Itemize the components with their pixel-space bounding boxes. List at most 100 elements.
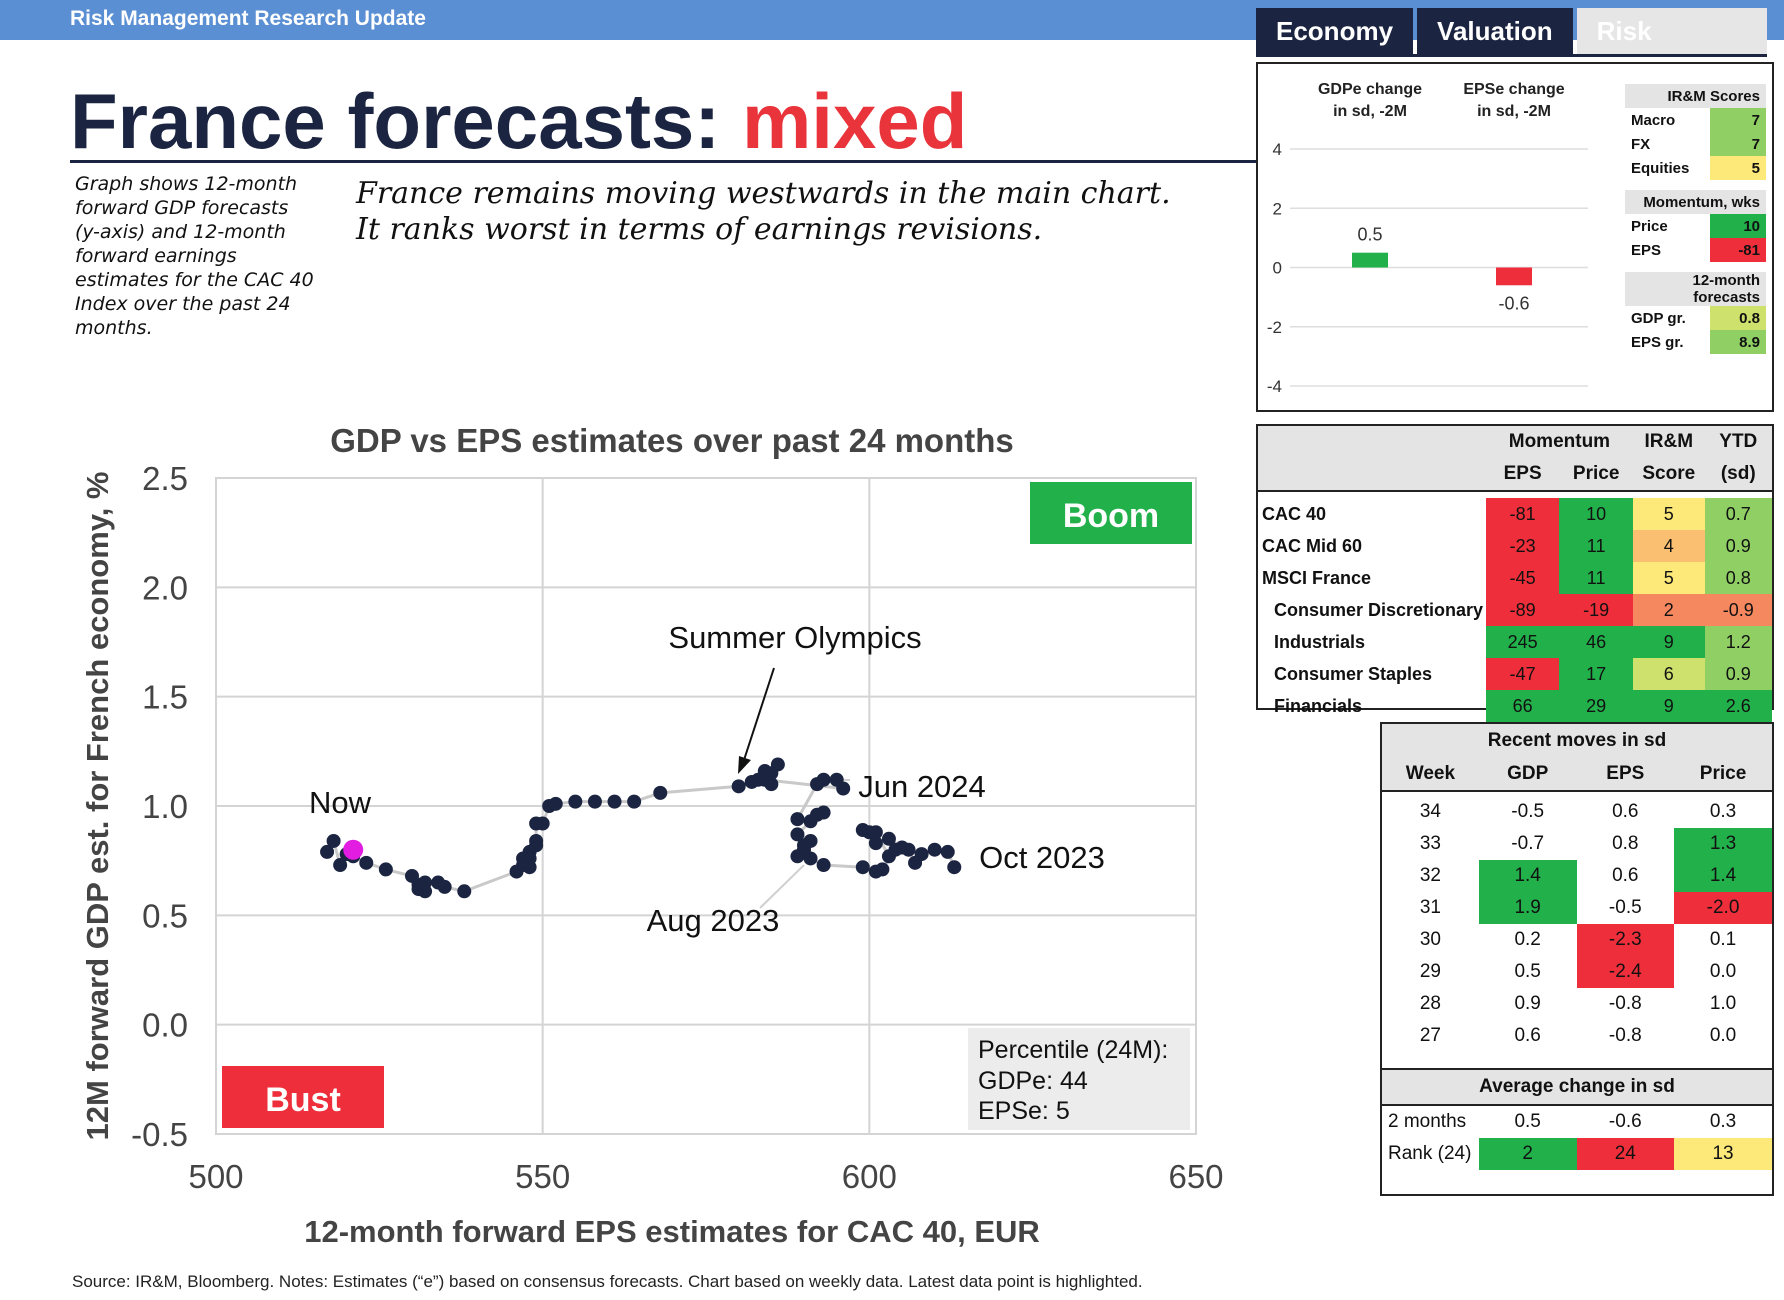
page-title: France forecasts: mixed (70, 76, 967, 167)
lead-text: France remains moving westwards in the m… (356, 176, 1171, 247)
index-row-value: -45 (1485, 562, 1560, 594)
header-sd: (sd) (1720, 463, 1756, 484)
index-row-name: Consumer Staples (1274, 663, 1433, 684)
y-tick-label: 2.0 (142, 569, 188, 606)
bar-y-tick: 4 (1273, 140, 1282, 159)
moves-week: 29 (1419, 961, 1441, 982)
moves-value: 1.0 (1709, 993, 1737, 1014)
index-row: Consumer Staples -47 17 6 0.9 (1258, 658, 1772, 690)
index-row-value: 0.7 (1704, 498, 1772, 530)
moves-value: -0.8 (1608, 993, 1642, 1014)
index-row-name: Industrials (1274, 631, 1366, 652)
x-axis-label: 12-month forward EPS estimates for CAC 4… (304, 1214, 1040, 1249)
data-point (855, 860, 870, 875)
tab-risk[interactable]: Risk (1576, 8, 1767, 54)
average-label: 2 months (1382, 1104, 1479, 1138)
index-row-name: MSCI France (1262, 567, 1372, 588)
bust-label: Bust (265, 1081, 341, 1119)
title-highlight: mixed (741, 77, 968, 165)
index-row: Consumer Discretionary -89 -19 2 -0.9 (1258, 594, 1772, 626)
index-row-value: 11 (1559, 530, 1633, 562)
moves-value: 1.4 (1478, 860, 1577, 892)
bar-category-label: in sd, -2M (1477, 103, 1551, 120)
moves-row: 29 0.5 -2.4 0.0 (1382, 956, 1772, 988)
index-row-name: CAC Mid 60 (1262, 535, 1363, 556)
index-table: Momentum IR&M YTD EPS Price Score (sd) C… (1258, 426, 1772, 722)
moves-row: 33 -0.7 0.8 1.3 (1382, 828, 1772, 860)
data-points (320, 757, 962, 899)
data-point (947, 860, 962, 875)
index-row-value: 66 (1485, 690, 1560, 722)
data-point (333, 858, 348, 873)
sd-change-bar (1496, 267, 1532, 286)
data-point (868, 825, 883, 840)
index-table-panel: Momentum IR&M YTD EPS Price Score (sd) C… (1256, 424, 1774, 722)
moves-value: -0.7 (1511, 833, 1545, 854)
tab-economy[interactable]: Economy (1256, 8, 1414, 54)
side-note: Graph shows 12-month forward GDP forecas… (75, 173, 314, 339)
aug-2023-label: Aug 2023 (647, 903, 780, 938)
data-point (587, 794, 602, 809)
data-point (908, 855, 923, 870)
forecast-gdp-label: GDP gr. (1631, 309, 1686, 327)
recent-moves-panel: Recent moves in sd Week GDP EPS Price 34… (1380, 722, 1774, 1196)
index-row-value: 46 (1559, 626, 1633, 658)
title-main: France forecasts: (70, 77, 721, 165)
data-point (816, 805, 831, 820)
index-row-value: 0.9 (1704, 530, 1772, 562)
boom-label: Boom (1063, 497, 1159, 535)
data-point (568, 794, 583, 809)
index-row: MSCI France -45 11 5 0.8 (1258, 562, 1772, 594)
data-point (868, 864, 883, 879)
olympics-arrow-line (743, 667, 775, 761)
data-point (927, 842, 942, 857)
data-point (457, 884, 472, 899)
percentile-heading: Percentile (24M): (978, 1036, 1168, 1064)
data-point (836, 781, 851, 796)
summer-olympics-label: Summer Olympics (668, 620, 921, 655)
moves-value: -0.5 (1511, 801, 1545, 822)
scores-section3-title: 12-month forecasts (1692, 272, 1761, 306)
score-macro-value: 7 (1710, 108, 1766, 132)
score-equities-value: 5 (1710, 156, 1766, 180)
sd-change-bar-chart: 4 2 0 -2 -4 0.5 GDPe change in sd, -2M -0.6 EPSe… (1267, 81, 1588, 396)
index-row: CAC Mid 60 -23 11 4 0.9 (1258, 530, 1772, 562)
bar-y-tick: -4 (1267, 377, 1282, 396)
moves-week: 27 (1419, 1025, 1441, 1046)
recent-moves-title: Recent moves in sd (1487, 730, 1667, 751)
data-point (320, 844, 335, 859)
moves-row: 27 0.6 -0.8 0.0 (1382, 1020, 1772, 1052)
tab-valuation[interactable]: Valuation (1417, 8, 1573, 54)
chart-title: GDP vs EPS estimates over past 24 months (330, 422, 1014, 459)
moves-value: 0.8 (1612, 833, 1639, 854)
moves-value: -0.8 (1608, 1025, 1642, 1046)
index-row-value: 29 (1559, 690, 1633, 722)
scores-section2-title: Momentum, wks (1643, 193, 1760, 211)
index-row-value: 17 (1559, 658, 1633, 690)
moves-value: 0.2 (1514, 929, 1541, 950)
index-row: Industrials 245 46 9 1.2 (1258, 626, 1772, 658)
oct-2023-label: Oct 2023 (979, 840, 1105, 875)
index-row-value: 9 (1632, 626, 1705, 658)
average-change-title: Average change in sd (1382, 1068, 1772, 1105)
data-point (881, 831, 896, 846)
moves-value: 0.3 (1709, 801, 1737, 822)
x-tick-label: 650 (1168, 1158, 1223, 1195)
index-row-value: 245 (1485, 626, 1560, 658)
header-eps: EPS (1503, 463, 1542, 484)
score-fx-label: FX (1631, 135, 1651, 153)
header-price: Price (1572, 463, 1620, 484)
moves-week: 28 (1419, 993, 1441, 1014)
average-value: 13 (1674, 1138, 1772, 1170)
col-price: Price (1699, 763, 1747, 784)
average-label: Rank (24) (1388, 1143, 1472, 1164)
y-tick-labels: 2.5 2.0 1.5 1.0 0.5 0.0 -0.5 (131, 460, 188, 1153)
data-point (405, 868, 419, 883)
moves-value: 0.5 (1514, 961, 1541, 982)
y-tick-label: 0.5 (142, 897, 188, 934)
momentum-price-value: 10 (1710, 214, 1766, 238)
y-tick-label: 2.5 (142, 460, 188, 497)
index-row-value: -47 (1485, 658, 1560, 690)
recent-moves-body: 34 -0.5 0.6 0.3 33 -0.7 0.8 1.3 32 1.4 0.6 1.4 31 1.9… (1382, 796, 1772, 1052)
bar-value-label: 0.5 (1357, 225, 1382, 245)
